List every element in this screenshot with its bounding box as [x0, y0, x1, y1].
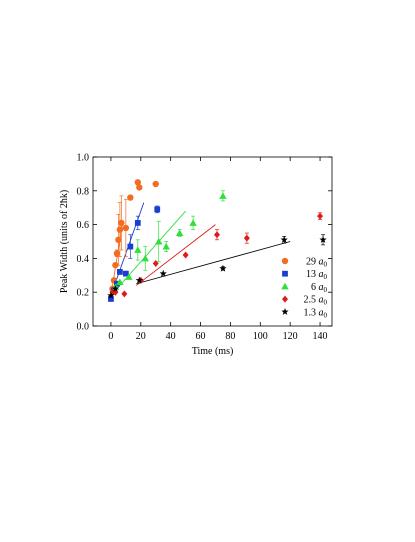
data-point-series-2 [175, 229, 184, 236]
data-point-series-2 [141, 254, 149, 262]
legend-marker-series-3 [282, 295, 288, 303]
plot-frame [92, 156, 333, 327]
legend-marker-series-0 [281, 257, 289, 265]
data-point-series-1 [127, 243, 134, 250]
data-point-series-1 [154, 206, 161, 213]
fit-line-series-2 [113, 210, 186, 293]
axis-ticks: 0 20 40 60 80 100 120 140 0.0 0.2 0.4 0.6 0.8 1.0 [77, 153, 332, 342]
data-point-series-3 [121, 290, 128, 298]
legend-marker-series-4 [281, 307, 289, 315]
y-tick-label: 0.6 [77, 220, 90, 231]
x-tick-label: 60 [196, 331, 206, 342]
data-point-series-0 [127, 194, 134, 201]
x-tick-label: 140 [313, 331, 328, 342]
y-axis-label: Peak Width (units of 2ħk) [59, 190, 70, 293]
x-tick-label: 20 [136, 331, 146, 342]
data-point-series-1 [134, 220, 141, 226]
data-point-series-3 [213, 231, 220, 239]
x-axis-label: Time (ms) [192, 346, 234, 357]
data-point-series-2 [219, 192, 227, 199]
x-tick-label: 40 [166, 331, 176, 342]
legend-label-series-3: 2.5 a0 [304, 295, 328, 307]
data-point-series-3 [317, 212, 324, 220]
x-tick-label: 0 [108, 331, 113, 342]
legend-marker-series-1 [282, 270, 288, 277]
y-tick-label: 1.0 [77, 153, 90, 164]
data-point-series-0 [152, 180, 159, 188]
data-point-series-2 [134, 246, 142, 253]
data-point-series-2 [189, 219, 197, 226]
data-point-series-4 [135, 276, 143, 284]
data-point-series-0 [136, 184, 143, 191]
data-point-series-1 [114, 280, 120, 287]
data-point-series-2 [155, 237, 163, 245]
data-point-series-3 [182, 251, 189, 259]
data-points [107, 179, 327, 302]
data-point-series-3 [243, 234, 250, 242]
data-point-series-4 [159, 269, 167, 277]
y-tick-label: 0.8 [77, 186, 90, 197]
legend-label-series-4: 1.3 a0 [304, 307, 328, 319]
x-tick-label: 100 [253, 331, 268, 342]
data-point-series-4 [111, 284, 120, 292]
data-point-series-4 [319, 235, 327, 243]
x-tick-label: 80 [225, 331, 235, 342]
data-point-series-1 [122, 270, 129, 277]
data-point-series-0 [134, 179, 142, 186]
data-point-series-0 [116, 226, 124, 233]
plot-border [92, 156, 333, 327]
fit-line-series-3 [136, 224, 216, 286]
data-point-series-3 [152, 259, 159, 267]
x-tick-label: 120 [283, 331, 298, 342]
y-tick-label: 0.2 [77, 288, 90, 299]
data-point-series-4 [219, 264, 227, 272]
legend-label-series-0: 29 a0 [306, 257, 328, 269]
data-point-series-0 [122, 224, 130, 232]
data-point-series-0 [118, 219, 125, 227]
y-tick-label: 0.0 [77, 322, 90, 333]
data-point-series-0 [112, 261, 119, 269]
data-point-series-1 [108, 296, 114, 302]
fit-line-series-4 [136, 241, 291, 285]
legend-marker-series-2 [281, 282, 289, 290]
data-point-series-3 [112, 288, 119, 296]
legend-label-series-1: 13 a0 [306, 269, 328, 281]
legend-label-series-2: 6 a0 [311, 282, 328, 294]
data-point-series-2 [162, 242, 170, 250]
data-point-series-0 [113, 250, 121, 257]
data-point-series-1 [117, 269, 123, 275]
data-point-series-0 [115, 236, 122, 244]
data-point-series-2 [125, 273, 133, 280]
data-point-series-2 [116, 278, 124, 286]
y-tick-label: 0.4 [77, 254, 90, 265]
data-point-series-4 [107, 291, 115, 299]
data-point-series-4 [280, 235, 288, 243]
